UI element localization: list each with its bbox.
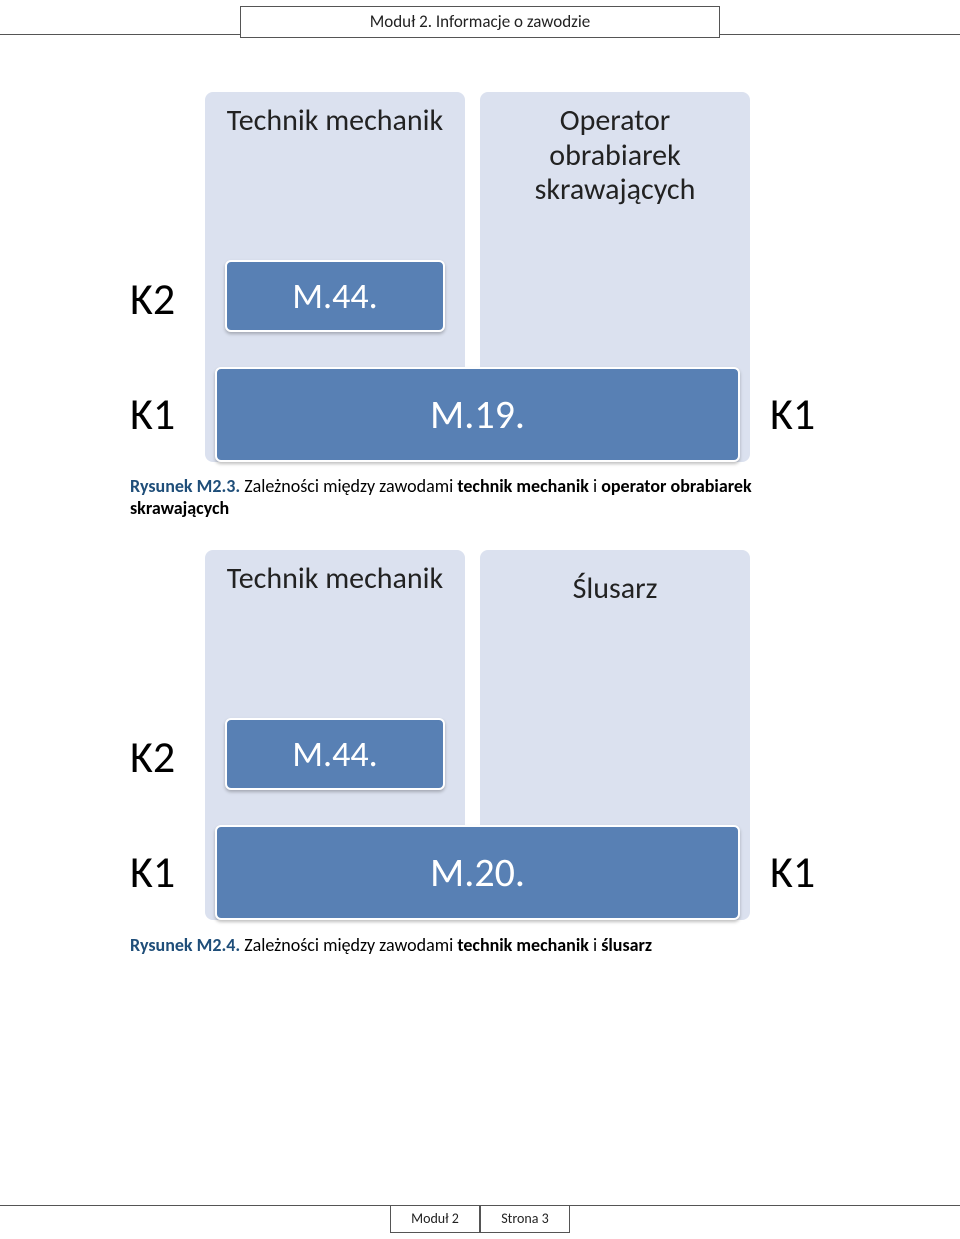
- diagram-1-panels: Technik mechanik Operator obrabiarek skr…: [0, 92, 960, 462]
- diagram-1-label-k2: K2: [130, 272, 175, 326]
- caption-1-figure-label: Rysunek M2.3.: [130, 475, 240, 497]
- diagram-1-label-k1-left: K1: [130, 387, 175, 441]
- caption-1-bold-1: technik mechanik: [457, 475, 589, 497]
- caption-1-text-mid: i: [589, 475, 601, 497]
- diagram-2-panel-left-title: Technik mechanik: [221, 562, 449, 597]
- diagram-2-panels: Technik mechanik Ślusarz K2 K1 K1 M.44. …: [0, 550, 960, 920]
- header-rule-left: [0, 34, 240, 35]
- page: Moduł 2. Informacje o zawodzie Technik m…: [0, 0, 960, 1239]
- header-rule-right: [720, 34, 960, 35]
- diagram-2-panel-right-title: Ślusarz: [496, 572, 734, 607]
- page-footer: Moduł 2 Strona 3: [0, 1199, 960, 1239]
- header-title-box: Moduł 2. Informacje o zawodzie: [240, 6, 720, 38]
- caption-2-text-pre: Zależności między zawodami: [240, 934, 457, 956]
- footer-rule-left: [0, 1205, 390, 1206]
- diagram-1-chip-m44: M.44.: [225, 260, 445, 332]
- caption-2-text-mid: i: [589, 934, 601, 956]
- diagram-2-chip-m44: M.44.: [225, 718, 445, 790]
- caption-2-bold-2: ślusarz: [601, 934, 652, 956]
- diagram-2-label-k1-right: K1: [770, 845, 815, 899]
- footer-page-box: Strona 3: [480, 1205, 570, 1233]
- caption-2-figure-label: Rysunek M2.4.: [130, 934, 240, 956]
- diagram-1-label-k1-right: K1: [770, 387, 815, 441]
- diagram-2-label-k1-left: K1: [130, 845, 175, 899]
- diagram-2-caption: Rysunek M2.4. Zależności między zawodami…: [130, 934, 830, 956]
- diagram-1-chip-m19: M.19.: [215, 367, 740, 462]
- footer-module-box: Moduł 2: [390, 1205, 480, 1233]
- diagram-2-chip-m20: M.20.: [215, 825, 740, 920]
- diagram-1: Technik mechanik Operator obrabiarek skr…: [0, 92, 960, 462]
- page-header: Moduł 2. Informacje o zawodzie: [0, 0, 960, 40]
- diagram-1-caption: Rysunek M2.3. Zależności między zawodami…: [130, 475, 830, 519]
- diagram-1-panel-left-title: Technik mechanik: [221, 104, 449, 139]
- footer-rule-right: [570, 1205, 960, 1206]
- caption-1-text-pre: Zależności między zawodami: [240, 475, 457, 497]
- diagram-2-label-k2: K2: [130, 730, 175, 784]
- diagram-2: Technik mechanik Ślusarz K2 K1 K1 M.44. …: [0, 550, 960, 920]
- diagram-1-panel-right-title: Operator obrabiarek skrawających: [496, 104, 734, 208]
- caption-2-bold-1: technik mechanik: [457, 934, 589, 956]
